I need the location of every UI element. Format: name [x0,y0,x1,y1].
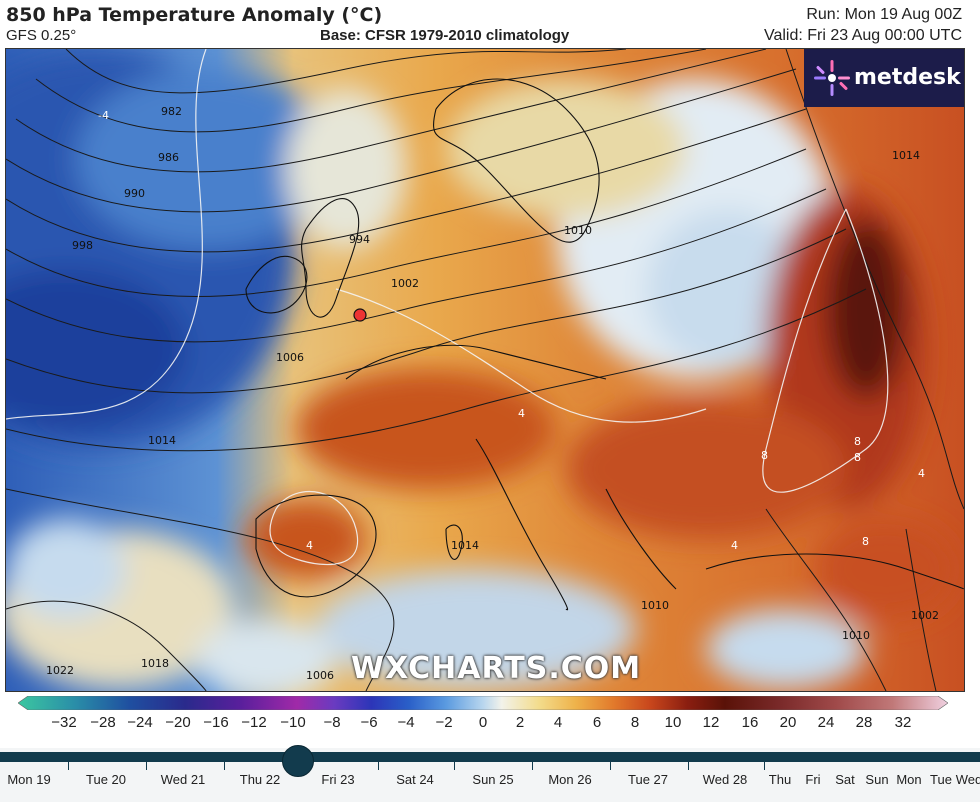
colorbar-tick: −28 [90,714,116,731]
colorbar-tick: −4 [397,714,415,731]
day-tick [224,762,225,770]
day-tick [610,762,611,770]
colorbar-tick: 8 [630,714,640,731]
colorbar-tick: 6 [592,714,602,731]
isobar-label: 1014 [451,539,479,552]
isobar-label: 1010 [842,629,870,642]
day-tick [688,762,689,770]
isobar-label: 1022 [46,664,74,677]
isobar-label: 1010 [564,224,592,237]
timeline-day-wed[interactable]: Wed [955,772,980,787]
location-marker [353,308,367,322]
day-tick [532,762,533,770]
anomaly-map: 982 986 990 994 998 1002 1006 1010 1014 … [5,48,965,692]
wxcharts-watermark: WXCHARTS.COM [351,651,642,686]
colorbar-tick: −16 [203,714,229,731]
map-canvas: 982 986 990 994 998 1002 1006 1010 1014 … [6,49,964,691]
colorbar-tick: 4 [553,714,563,731]
colorbar-tick: 16 [741,714,759,731]
metdesk-logo: metdesk [804,49,964,107]
climatology-base-label: Base: CFSR 1979-2010 climatology [320,27,570,44]
isobar-label: 1014 [892,149,920,162]
day-tick [300,762,301,770]
timeline-day-sat-24[interactable]: Sat 24 [396,772,434,787]
colorbar-tick: −2 [435,714,453,731]
valid-time-label: Valid: Fri 23 Aug 00:00 UTC [763,27,962,44]
timeline-day-sat[interactable]: Sat [835,772,855,787]
metdesk-logo-text: metdesk [854,65,961,90]
isobar-label: 994 [349,233,370,246]
isobar-label: 1006 [276,351,304,364]
timeline-track[interactable] [0,745,980,777]
timeline-slider-handle[interactable] [282,745,314,777]
anomaly-label: 8 [761,449,768,462]
isobar-labels: 982 986 990 994 998 1002 1006 1010 1014 … [46,105,939,682]
anomaly-labels: -4 4 4 4 8 8 8 8 4 [98,109,925,552]
chart-header: 850 hPa Temperature Anomaly (°C) GFS 0.2… [0,0,980,48]
colorbar-tick: −10 [280,714,306,731]
colorbar-tick: −12 [241,714,267,731]
timeline-day-mon-19[interactable]: Mon 19 [7,772,51,787]
anomaly-contours [6,49,889,566]
colorbar-tick: 24 [817,714,835,731]
anomaly-label: 4 [731,539,738,552]
timeline-day-fri-23[interactable]: Fri 23 [321,772,355,787]
day-tick [764,762,765,770]
timeline-day-wed-21[interactable]: Wed 21 [160,772,206,787]
metdesk-logo-icon [814,60,850,96]
day-tick [378,762,379,770]
forecast-timeline[interactable]: Mon 19 Tue 20 Wed 21 Thu 22 Fri 23 Sat 2… [0,745,980,802]
day-tick [146,762,147,770]
anomaly-label: -4 [98,109,109,122]
anomaly-label: 8 [854,451,861,464]
timeline-day-mon[interactable]: Mon [896,772,922,787]
isobar-label: 1002 [911,609,939,622]
anomaly-label: 4 [306,539,313,552]
day-tick [68,762,69,770]
isobar-label: 1010 [641,599,669,612]
isobar-label: 1018 [141,657,169,670]
colorbar-tick: 32 [894,714,912,731]
timeline-day-tue-20[interactable]: Tue 20 [86,772,126,787]
timeline-day-sun-25[interactable]: Sun 25 [472,772,514,787]
timeline-day-tue-27[interactable]: Tue 27 [628,772,668,787]
anomaly-label: 4 [518,407,525,420]
isobar-label: 998 [72,239,93,252]
colorbar-tick: 0 [478,714,488,731]
anomaly-label: 4 [918,467,925,480]
isobar-label: 1002 [391,277,419,290]
timeline-day-tue[interactable]: Tue [930,772,952,787]
colorbar-tick: 20 [779,714,797,731]
isobar-label: 1006 [306,669,334,682]
isobars [6,49,964,691]
chart-title: 850 hPa Temperature Anomaly (°C) [6,4,383,26]
colorbar-tick: −24 [127,714,153,731]
coastlines [245,78,964,611]
colorbar-tick: −8 [323,714,341,731]
isobar-label: 986 [158,151,179,164]
timeline-day-thu-22[interactable]: Thu 22 [239,772,281,787]
colorbar-scale [18,696,948,710]
timeline-day-mon-26[interactable]: Mon 26 [548,772,592,787]
colorbar-tick: −6 [360,714,378,731]
colorbar-tick: −20 [165,714,191,731]
colorbar-tick: 12 [702,714,720,731]
run-label: Run: Mon 19 Aug 00Z [806,6,962,23]
colorbar-tick: 28 [855,714,873,731]
isobar-label: 982 [161,105,182,118]
anomaly-label: 8 [854,435,861,448]
timeline-day-thu[interactable]: Thu [768,772,792,787]
model-label: GFS 0.25° [6,27,77,44]
colorbar-tick: 10 [664,714,682,731]
anomaly-label: 8 [862,535,869,548]
colorbar-ticks: −32 −28 −24 −20 −16 −12 −10 −8 −6 −4 −2 … [0,714,980,734]
isobar-label: 990 [124,187,145,200]
colorbar-tick: −32 [51,714,77,731]
timeline-day-wed-28[interactable]: Wed 28 [702,772,748,787]
timeline-day-fri[interactable]: Fri [805,772,821,787]
colorbar-tick: 2 [515,714,525,731]
day-tick [454,762,455,770]
isobar-label: 1014 [148,434,176,447]
timeline-day-sun[interactable]: Sun [865,772,889,787]
